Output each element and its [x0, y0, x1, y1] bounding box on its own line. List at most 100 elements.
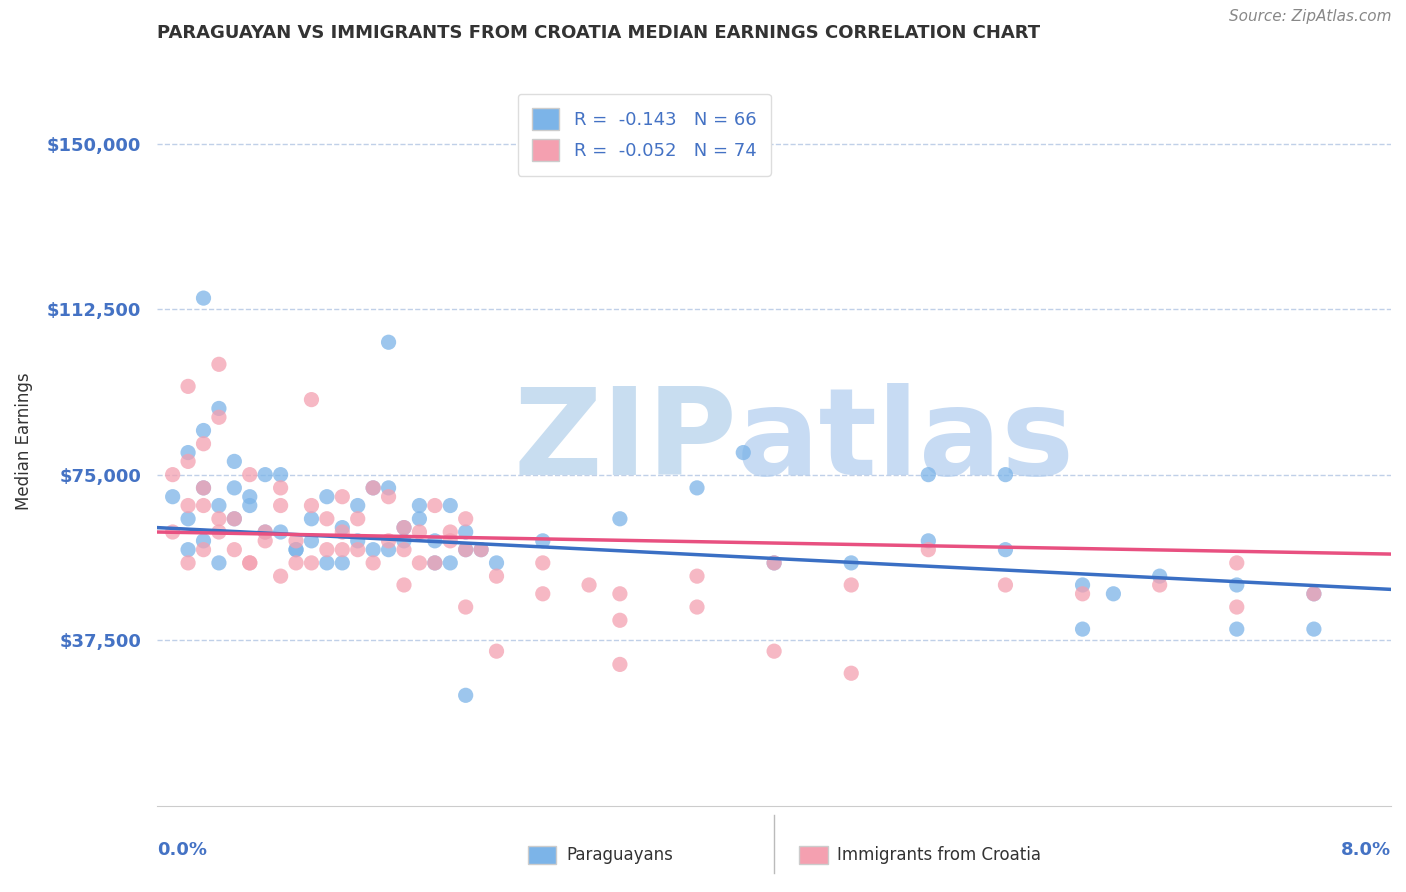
Point: [361, 556, 384, 570]
Point: [439, 556, 461, 570]
Point: [917, 542, 939, 557]
Point: [254, 524, 277, 539]
Point: [485, 569, 508, 583]
Point: [177, 499, 200, 513]
Point: [454, 542, 477, 557]
Point: [254, 533, 277, 548]
Point: [177, 542, 200, 557]
Point: [361, 542, 384, 557]
Point: [361, 481, 384, 495]
Point: [208, 401, 231, 416]
Point: [1302, 587, 1324, 601]
Point: [1226, 556, 1249, 570]
Point: [609, 587, 631, 601]
Point: [609, 613, 631, 627]
Point: [270, 499, 292, 513]
Point: [177, 454, 200, 468]
Point: [346, 512, 368, 526]
Point: [193, 533, 215, 548]
Point: [193, 291, 215, 305]
Text: Source: ZipAtlas.com: Source: ZipAtlas.com: [1229, 9, 1392, 24]
Point: [1149, 578, 1171, 592]
Point: [254, 524, 277, 539]
Point: [392, 542, 415, 557]
Point: [177, 512, 200, 526]
Point: [1226, 578, 1249, 592]
Point: [454, 600, 477, 615]
Point: [162, 490, 184, 504]
Point: [439, 524, 461, 539]
Point: [224, 542, 246, 557]
Point: [224, 512, 246, 526]
Text: 0.0%: 0.0%: [157, 841, 207, 859]
Point: [330, 524, 353, 539]
Point: [208, 499, 231, 513]
Point: [408, 556, 430, 570]
Point: [1071, 622, 1094, 636]
Point: [839, 556, 862, 570]
Point: [377, 542, 399, 557]
Point: [763, 556, 786, 570]
Point: [315, 490, 337, 504]
Point: [224, 454, 246, 468]
Point: [763, 556, 786, 570]
Text: atlas: atlas: [737, 383, 1076, 500]
Point: [377, 335, 399, 350]
Point: [239, 499, 262, 513]
Point: [377, 481, 399, 495]
Point: [330, 542, 353, 557]
Point: [1226, 622, 1249, 636]
Text: ZIP: ZIP: [513, 383, 737, 500]
Point: [454, 688, 477, 702]
Point: [423, 556, 446, 570]
Point: [377, 533, 399, 548]
Point: [224, 481, 246, 495]
Point: [1226, 600, 1249, 615]
Point: [470, 542, 492, 557]
Point: [531, 533, 554, 548]
Y-axis label: Median Earnings: Median Earnings: [15, 373, 32, 510]
Point: [208, 524, 231, 539]
Point: [686, 481, 709, 495]
Point: [301, 556, 323, 570]
Point: [330, 490, 353, 504]
Point: [239, 467, 262, 482]
Point: [686, 569, 709, 583]
Point: [531, 587, 554, 601]
Point: [377, 490, 399, 504]
Point: [994, 467, 1017, 482]
Point: [301, 499, 323, 513]
Point: [361, 481, 384, 495]
Point: [315, 556, 337, 570]
Point: [208, 410, 231, 425]
Point: [270, 524, 292, 539]
Point: [330, 520, 353, 534]
Text: PARAGUAYAN VS IMMIGRANTS FROM CROATIA MEDIAN EARNINGS CORRELATION CHART: PARAGUAYAN VS IMMIGRANTS FROM CROATIA ME…: [157, 24, 1040, 42]
Point: [193, 499, 215, 513]
Point: [193, 424, 215, 438]
Point: [162, 524, 184, 539]
Text: 8.0%: 8.0%: [1341, 841, 1391, 859]
Point: [423, 499, 446, 513]
Point: [254, 467, 277, 482]
Point: [1302, 622, 1324, 636]
Point: [285, 542, 308, 557]
Point: [609, 512, 631, 526]
Point: [162, 467, 184, 482]
Point: [285, 556, 308, 570]
Point: [1102, 587, 1125, 601]
Point: [578, 578, 600, 592]
Point: [208, 512, 231, 526]
Point: [346, 542, 368, 557]
Point: [609, 657, 631, 672]
Text: Paraguayans: Paraguayans: [567, 846, 673, 863]
Point: [193, 542, 215, 557]
Point: [686, 600, 709, 615]
Point: [439, 533, 461, 548]
Point: [193, 481, 215, 495]
Point: [408, 499, 430, 513]
Point: [239, 490, 262, 504]
Point: [454, 512, 477, 526]
Point: [330, 556, 353, 570]
Point: [994, 578, 1017, 592]
